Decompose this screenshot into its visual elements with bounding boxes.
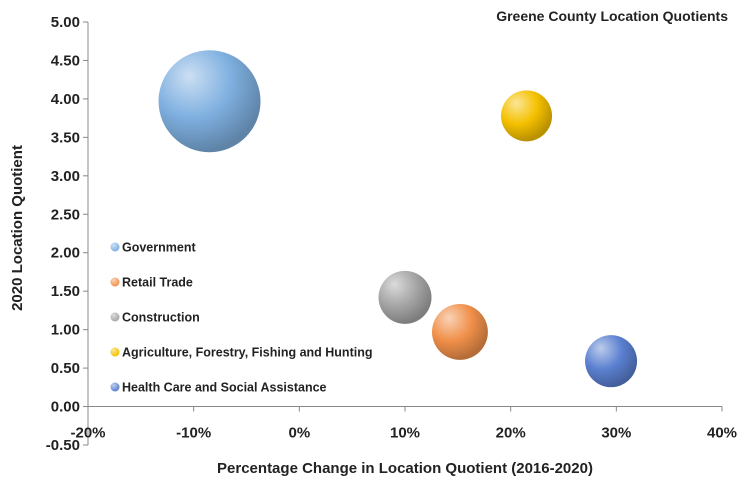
- bubble-retail-trade: [432, 304, 488, 360]
- x-axis: -20% -10% 0% 10% 20% 30% 40%: [70, 406, 737, 442]
- legend-marker-retail-trade: [110, 277, 120, 287]
- x-tick-label: 0%: [288, 425, 310, 442]
- y-tick-label: 4.00: [51, 91, 80, 108]
- legend-label-health-care-and-social-assistance: Health Care and Social Assistance: [122, 381, 327, 395]
- legend-marker-construction: [110, 312, 120, 322]
- legend-marker-health-care-and-social-assistance: [110, 382, 120, 392]
- y-axis: 5.00 4.50 4.00 3.50 3.00 2.50 2.00 1.50 1.00 0.50…: [46, 14, 89, 454]
- y-tick-label: 0.50: [51, 360, 80, 377]
- legend-marker-government: [110, 242, 120, 252]
- y-tick-label: 5.00: [51, 14, 80, 31]
- legend-label-government: Government: [122, 241, 196, 255]
- legend-label-construction: Construction: [122, 311, 200, 325]
- legend-label-agriculture-forestry-fishing-and-hunting: Agriculture, Forestry, Fishing and Hunti…: [122, 346, 372, 360]
- y-tick-label: 3.00: [51, 168, 80, 185]
- x-tick-label: -10%: [176, 425, 211, 442]
- y-tick-label: 2.00: [51, 245, 80, 262]
- legend-label-retail-trade: Retail Trade: [122, 276, 193, 290]
- x-tick-label: 30%: [601, 425, 631, 442]
- x-tick-label: 20%: [496, 425, 526, 442]
- y-tick-label: 1.50: [51, 283, 80, 300]
- x-tick-label: -20%: [70, 425, 105, 442]
- y-tick-label: -0.50: [46, 437, 80, 454]
- y-tick-label: 3.50: [51, 129, 80, 146]
- bubble-agriculture-forestry-fishing-and-hunting: [501, 90, 553, 142]
- y-axis-title: 2020 Location Quotient: [9, 145, 26, 311]
- legend-marker-agriculture-forestry-fishing-and-hunting: [110, 347, 120, 357]
- y-tick-label: 4.50: [51, 52, 80, 69]
- bubble-government: [158, 50, 261, 153]
- x-tick-label: 10%: [390, 425, 420, 442]
- y-tick-label: 2.50: [51, 206, 80, 223]
- y-tick-label: 0.00: [51, 399, 80, 416]
- x-tick-label: 40%: [707, 425, 737, 442]
- bubbles: [158, 50, 638, 388]
- chart-title: Greene County Location Quotients: [496, 8, 728, 24]
- legend: Government Retail Trade Construction Agricu…: [110, 241, 372, 395]
- bubble-construction: [378, 270, 432, 324]
- y-tick-label: 1.00: [51, 322, 80, 339]
- x-axis-title: Percentage Change in Location Quotient (…: [217, 460, 593, 477]
- bubble-health-care-and-social-assistance: [585, 335, 638, 388]
